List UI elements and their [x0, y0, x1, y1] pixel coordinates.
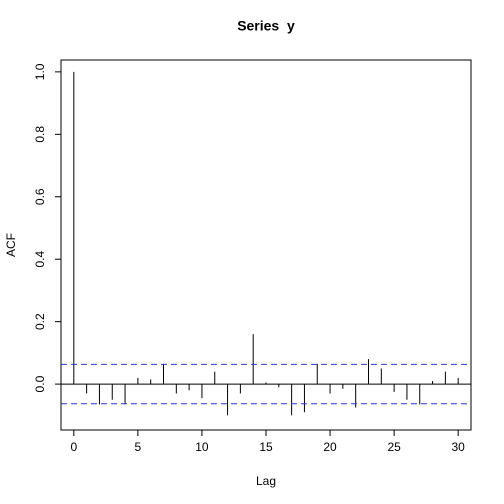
y-tick-label: 0.4: [33, 251, 47, 268]
x-tick-label: 0: [70, 440, 77, 454]
x-tick-label: 10: [195, 440, 209, 454]
x-tick-label: 15: [259, 440, 273, 454]
y-tick-label: 0.8: [33, 126, 47, 143]
x-tick-label: 25: [387, 440, 401, 454]
y-axis-label: ACF: [4, 233, 18, 257]
chart-title: Series y: [237, 18, 295, 34]
x-tick-label: 30: [452, 440, 466, 454]
x-tick-label: 5: [135, 440, 142, 454]
y-tick-label: 0.2: [33, 313, 47, 330]
x-axis-label: Lag: [256, 474, 276, 488]
y-tick-label: 0.0: [33, 375, 47, 392]
y-tick-label: 0.6: [33, 188, 47, 205]
y-tick-label: 1.0: [33, 63, 47, 80]
x-tick-label: 20: [323, 440, 337, 454]
